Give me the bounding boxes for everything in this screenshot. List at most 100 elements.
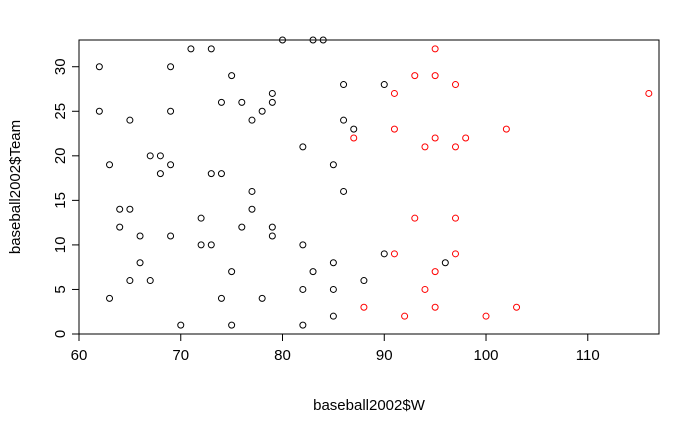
data-point-black [441,259,449,267]
x-tick-label: 110 [576,347,600,364]
data-point-black [268,232,276,240]
data-point-black [207,241,215,249]
data-point-black [268,98,276,106]
data-points [95,36,653,329]
data-point-black [329,161,337,169]
data-point-black [299,321,307,329]
data-point-red [645,89,653,97]
data-point-black [167,107,175,115]
data-point-black [116,223,124,231]
data-point-black [350,125,358,133]
data-point-red [390,250,398,258]
data-point-red [411,214,419,222]
data-point-black [167,63,175,71]
data-point-black [136,259,144,267]
data-point-black [279,36,287,44]
data-point-black [299,285,307,293]
data-point-black [340,81,348,89]
y-tick-label: 15 [52,192,69,209]
data-point-red [421,143,429,151]
data-point-black [248,187,256,195]
x-tick-label: 100 [474,347,499,364]
data-point-black [329,285,337,293]
data-point-red [451,81,459,89]
data-point-black [268,89,276,97]
data-point-black [197,214,205,222]
y-tick-label: 20 [52,147,69,164]
data-point-black [146,277,154,285]
data-point-red [401,312,409,320]
data-point-red [390,89,398,97]
data-point-black [207,45,215,53]
data-point-black [248,205,256,213]
data-point-red [462,134,470,142]
data-point-black [217,170,225,178]
data-point-red [390,125,398,133]
data-point-black [299,143,307,151]
data-point-black [299,241,307,249]
data-point-red [421,285,429,293]
y-tick-label: 10 [52,237,69,254]
data-point-red [431,268,439,276]
x-tick-label: 60 [71,347,88,364]
x-tick-label: 90 [376,347,393,364]
data-point-black [228,72,236,80]
data-point-black [380,250,388,258]
plot-frame [78,39,660,335]
data-point-black [136,232,144,240]
y-axis: 0 5 10 15 20 25 30 [52,58,80,338]
data-point-black [238,223,246,231]
x-tick-label: 80 [274,347,291,364]
data-point-red [360,303,368,311]
x-axis: 60 70 80 90 100 110 [71,333,600,364]
data-point-black [177,321,185,329]
data-point-black [217,294,225,302]
data-point-red [431,134,439,142]
data-point-black [360,277,368,285]
data-point-red [451,143,459,151]
x-tick-label: 70 [172,347,189,364]
data-point-black [167,232,175,240]
data-point-red [482,312,490,320]
data-point-black [167,161,175,169]
data-point-black [156,170,164,178]
y-tick-label: 5 [52,285,69,293]
data-point-red [431,303,439,311]
y-tick-label: 0 [52,330,69,338]
data-point-black [207,170,215,178]
data-point-red [502,125,510,133]
data-point-black [106,294,114,302]
data-point-black [126,277,134,285]
data-point-black [156,152,164,160]
data-point-black [329,312,337,320]
data-point-black [217,98,225,106]
data-point-black [95,63,103,71]
data-point-black [309,268,317,276]
data-point-black [248,116,256,124]
data-point-black [116,205,124,213]
data-point-red [411,72,419,80]
data-point-red [431,72,439,80]
data-point-black [146,152,154,160]
data-point-black [106,161,114,169]
data-point-black [228,321,236,329]
data-point-black [380,81,388,89]
y-axis-label: baseball2002$Team [7,120,24,254]
data-point-black [197,241,205,249]
data-point-black [340,187,348,195]
data-point-red [451,250,459,258]
x-axis-label: baseball2002$W [313,397,426,414]
data-point-black [187,45,195,53]
data-point-black [340,116,348,124]
data-point-black [258,107,266,115]
data-point-black [309,36,317,44]
data-point-black [126,116,134,124]
data-point-black [258,294,266,302]
y-tick-label: 25 [52,103,69,120]
data-point-black [238,98,246,106]
data-point-red [431,45,439,53]
data-point-black [329,259,337,267]
data-point-black [126,205,134,213]
data-point-black [268,223,276,231]
